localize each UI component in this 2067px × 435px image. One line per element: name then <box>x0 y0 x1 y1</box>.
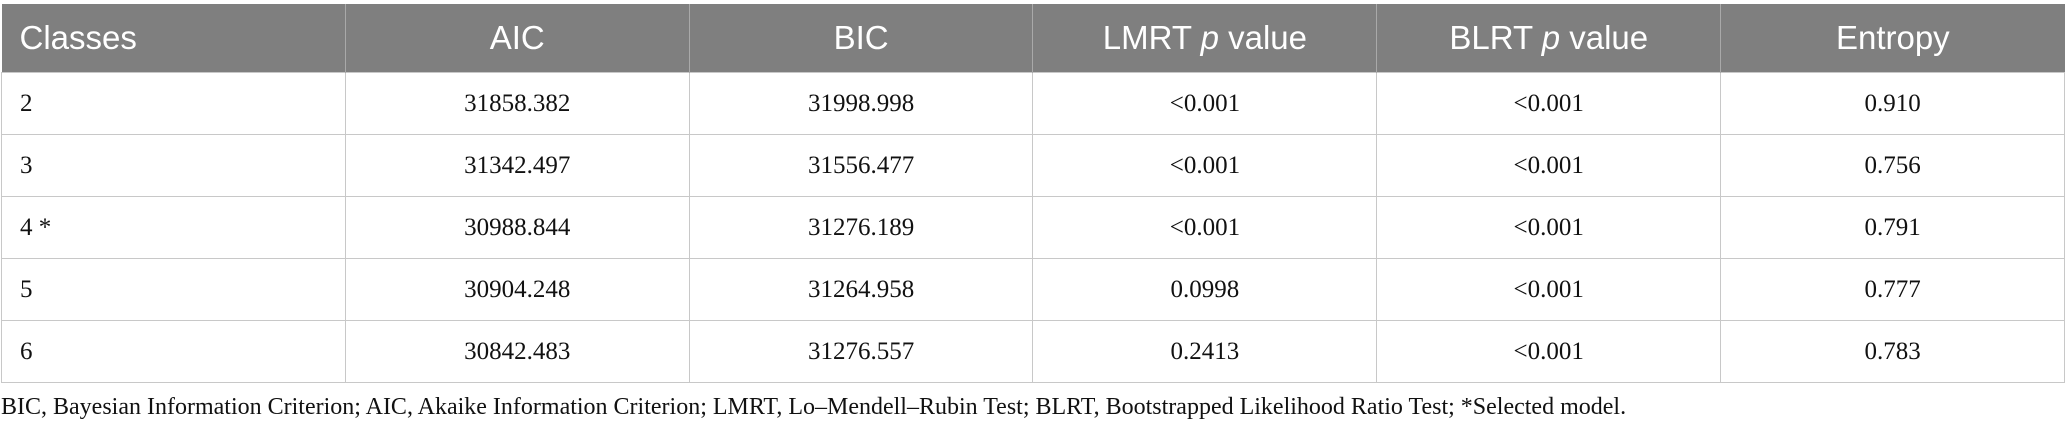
table-cell: 0.783 <box>1720 320 2065 383</box>
header-cell: Classes <box>1 4 346 73</box>
results-table: Classes AIC BIC LMRT p value BLRT p value Ent… <box>1 4 2065 383</box>
header-cell: LMRT p value <box>1032 4 1377 73</box>
table-cell: 0.756 <box>1720 134 2065 197</box>
table-cell: 0.910 <box>1720 72 2065 135</box>
table-cell: <0.001 <box>1376 72 1722 135</box>
table-cell: 31858.382 <box>344 72 690 135</box>
table-cell: 31342.497 <box>344 134 690 197</box>
table-cell: 31276.557 <box>688 320 1034 383</box>
header-text: LMRT <box>1102 19 1201 56</box>
table-cell: <0.001 <box>1032 72 1378 135</box>
table-cell: 30988.844 <box>344 196 690 259</box>
table-cell: 31556.477 <box>688 134 1034 197</box>
table-cell: <0.001 <box>1376 320 1722 383</box>
header-text: value <box>1218 19 1308 56</box>
table-row: 2 31858.382 31998.998 <0.001 <0.001 0.910 <box>1 72 2065 135</box>
table-cell: 30904.248 <box>344 258 690 321</box>
table-cell: 0.777 <box>1720 258 2065 321</box>
header-text: Classes <box>19 19 137 56</box>
table-cell: 4 * <box>1 196 346 259</box>
table-cell: <0.001 <box>1376 258 1722 321</box>
table-cell: 0.791 <box>1720 196 2065 259</box>
header-text: BLRT <box>1449 19 1542 56</box>
table-row: 3 31342.497 31556.477 <0.001 <0.001 0.756 <box>1 134 2065 197</box>
header-text: p <box>1541 19 1561 56</box>
table-cell: 0.0998 <box>1032 258 1378 321</box>
table-cell: 30842.483 <box>344 320 690 383</box>
table-cell: 6 <box>1 320 346 383</box>
header-text: BIC <box>833 19 889 56</box>
table-row: 5 30904.248 31264.958 0.0998 <0.001 0.777 <box>1 258 2065 321</box>
header-text: AIC <box>489 19 545 56</box>
header-cell: BIC <box>688 4 1033 73</box>
table-cell: <0.001 <box>1376 134 1722 197</box>
header-cell: Entropy <box>1720 4 2065 73</box>
header-cell: AIC <box>344 4 690 73</box>
table-cell: <0.001 <box>1032 196 1378 259</box>
table-row: 4 * 30988.844 31276.189 <0.001 <0.001 0.791 <box>1 196 2065 259</box>
table-cell: 31276.189 <box>688 196 1034 259</box>
table-cell: 0.2413 <box>1032 320 1378 383</box>
table-cell: 3 <box>1 134 346 197</box>
header-text: p <box>1200 19 1219 56</box>
header-text: value <box>1560 19 1649 56</box>
table-cell: <0.001 <box>1032 134 1378 197</box>
table-cell: 2 <box>1 72 346 135</box>
table-cell: <0.001 <box>1376 196 1722 259</box>
header-row: Classes AIC BIC LMRT p value BLRT p value Ent… <box>1 4 2065 73</box>
header-cell: BLRT p value <box>1376 4 1721 73</box>
footnote: BIC, Bayesian Information Criterion; AIC… <box>1 394 1627 420</box>
table-cell: 31998.998 <box>688 72 1034 135</box>
table-cell: 31264.958 <box>688 258 1034 321</box>
header-text: Entropy <box>1835 19 1950 56</box>
table-row: 6 30842.483 31276.557 0.2413 <0.001 0.783 <box>1 320 2065 383</box>
table-body: 2 31858.382 31998.998 <0.001 <0.001 0.910 3 313… <box>1 72 2065 383</box>
table-cell: 5 <box>1 258 346 321</box>
